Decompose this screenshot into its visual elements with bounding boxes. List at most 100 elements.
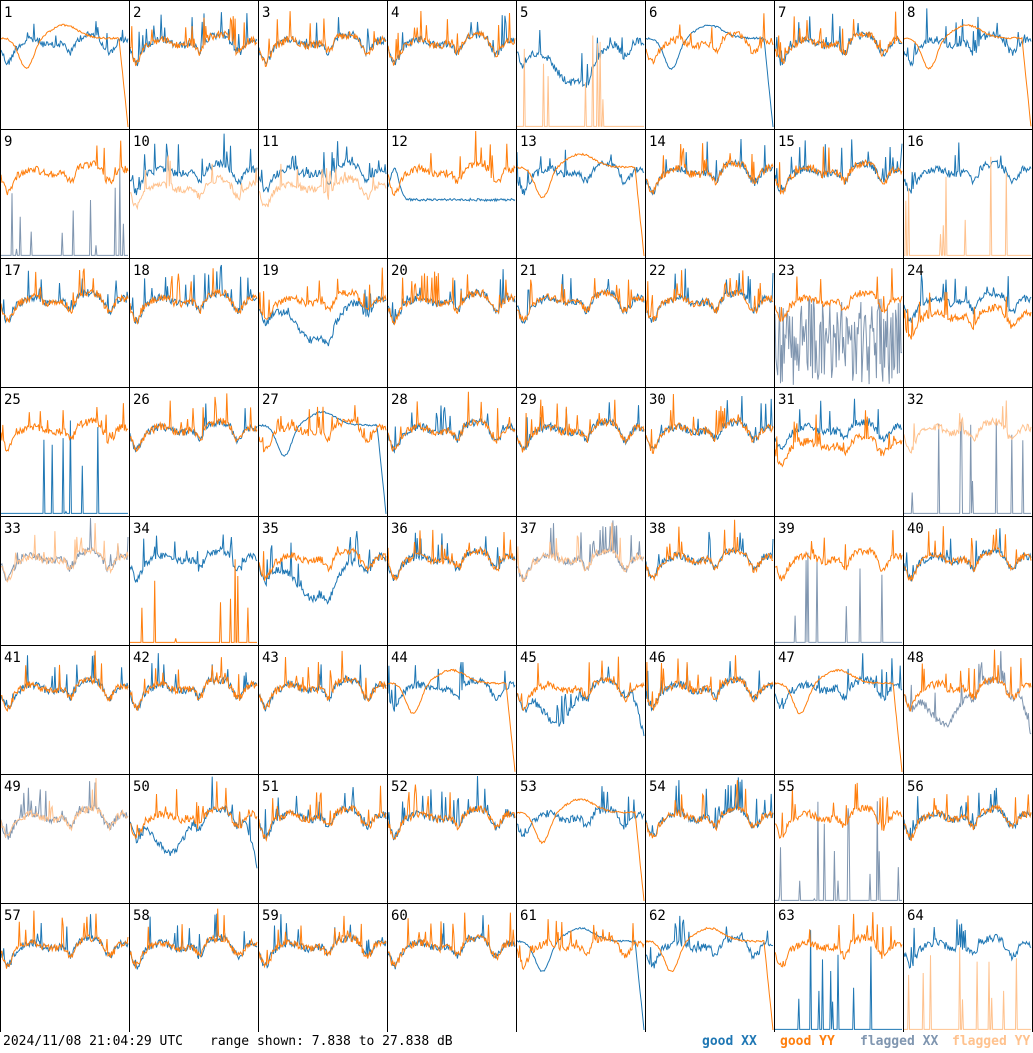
panel-43-xx-line	[258, 664, 387, 712]
panel-10-xx-line	[129, 133, 258, 196]
panel-label-22: 22	[649, 263, 666, 279]
panel-47-xx-line	[774, 653, 903, 709]
panel-35-yy-line	[258, 546, 387, 582]
panel-label-40: 40	[907, 521, 924, 537]
panel-61-yy-line	[516, 919, 645, 971]
panel-50-xx-line	[129, 776, 258, 869]
panel-label-17: 17	[4, 263, 21, 279]
panel-1-xx-line	[0, 21, 129, 66]
panel-3-yy-line	[258, 11, 387, 68]
panel-9-xx-flagged-line	[1, 168, 128, 256]
panel-12-yy-line	[387, 130, 516, 197]
panel-14-yy-line	[645, 143, 774, 195]
panel-20-yy-line	[387, 271, 516, 326]
panel-60-yy-line	[387, 912, 516, 969]
panel-label-32: 32	[907, 392, 924, 408]
panel-21-yy-line	[516, 278, 645, 323]
panel-64-yy-flagged-line	[904, 947, 1031, 1030]
panel-label-59: 59	[262, 908, 279, 924]
panel-32-yy-flagged-line	[903, 400, 1032, 454]
panel-12-xx-line	[387, 167, 516, 203]
panel-29-xx-line	[516, 402, 645, 451]
panel-label-41: 41	[4, 650, 21, 666]
panel-label-42: 42	[133, 650, 150, 666]
panel-label-62: 62	[649, 908, 666, 924]
panel-33-yy-flagged-line	[0, 523, 129, 583]
panel-11-yy-flagged-line	[258, 163, 387, 208]
panel-5-xx-line	[516, 29, 645, 88]
panel-label-27: 27	[262, 392, 279, 408]
legend-flagged-xx: flagged XX	[860, 1034, 939, 1049]
panel-57-xx-line	[0, 914, 129, 968]
panel-62-xx-line	[645, 915, 774, 969]
panel-51-yy-line	[258, 785, 387, 843]
panel-63-yy-line	[774, 912, 903, 968]
panel-label-29: 29	[520, 392, 537, 408]
panel-7-yy-line	[774, 11, 903, 64]
panel-label-5: 5	[520, 5, 528, 21]
panel-5-yy-flagged-line	[517, 35, 644, 127]
panel-44-xx-line	[387, 662, 516, 712]
panel-18-yy-line	[129, 268, 258, 325]
panel-label-49: 49	[4, 779, 21, 795]
panel-label-7: 7	[778, 5, 786, 21]
panel-label-11: 11	[262, 134, 279, 150]
panel-61-xx-line	[516, 926, 645, 1031]
panel-label-57: 57	[4, 908, 21, 924]
panel-label-50: 50	[133, 779, 150, 795]
panel-1-yy-line	[0, 23, 129, 128]
panel-16-xx-line	[903, 142, 1032, 194]
panel-28-yy-line	[387, 391, 516, 452]
panel-label-61: 61	[520, 908, 537, 924]
panel-label-52: 52	[391, 779, 408, 795]
panel-label-44: 44	[391, 650, 408, 666]
panel-34-xx-line	[129, 534, 258, 584]
panel-2-yy-line	[129, 16, 258, 67]
panel-17-yy-line	[0, 268, 129, 324]
panel-41-yy-line	[0, 650, 129, 712]
panel-31-yy-line	[774, 410, 903, 468]
panel-56-yy-line	[903, 794, 1032, 842]
panel-label-12: 12	[391, 134, 408, 150]
panel-8-xx-line	[903, 8, 1032, 67]
panel-label-15: 15	[778, 134, 795, 150]
panel-49-yy-flagged-line	[0, 777, 129, 839]
panel-4-yy-line	[387, 10, 516, 66]
panel-44-yy-line	[387, 668, 516, 772]
panel-45-xx-line	[516, 666, 645, 737]
panel-48-yy-line	[903, 649, 1032, 712]
panel-label-39: 39	[778, 521, 795, 537]
panel-9-yy-line	[0, 140, 129, 196]
panel-13-xx-line	[516, 149, 645, 196]
panel-63-xx-line	[775, 930, 902, 1030]
panel-24-xx-line	[903, 274, 1032, 323]
panel-59-xx-line	[258, 914, 387, 969]
panel-27-yy-line	[258, 405, 387, 453]
panel-label-53: 53	[520, 779, 537, 795]
panel-49-xx-flagged-line	[0, 781, 129, 840]
panel-62-yy-line	[645, 926, 774, 1031]
panel-label-4: 4	[391, 5, 399, 21]
panel-39-yy-line	[774, 530, 903, 582]
panel-25-yy-line	[0, 403, 129, 452]
panel-label-25: 25	[4, 392, 21, 408]
panel-50-yy-line	[129, 781, 258, 839]
panel-label-8: 8	[907, 5, 915, 21]
panel-23-yy-line	[774, 268, 903, 323]
legend-good-yy: good YY	[780, 1034, 835, 1049]
panel-22-yy-line	[645, 270, 774, 322]
panel-6-yy-line	[645, 13, 774, 65]
panel-29-yy-line	[516, 399, 645, 453]
panel-6-xx-line	[645, 24, 774, 128]
panel-label-30: 30	[649, 392, 666, 408]
panel-label-35: 35	[262, 521, 279, 537]
panel-53-yy-line	[516, 798, 645, 902]
panel-34-yy-line	[130, 559, 257, 643]
panel-label-45: 45	[520, 650, 537, 666]
panel-43-yy-line	[258, 650, 387, 711]
panel-19-yy-line	[258, 267, 387, 320]
timestamp: 2024/11/08 21:04:29 UTC	[3, 1034, 184, 1049]
panel-label-48: 48	[907, 650, 924, 666]
panel-37-yy-flagged-line	[516, 522, 645, 582]
